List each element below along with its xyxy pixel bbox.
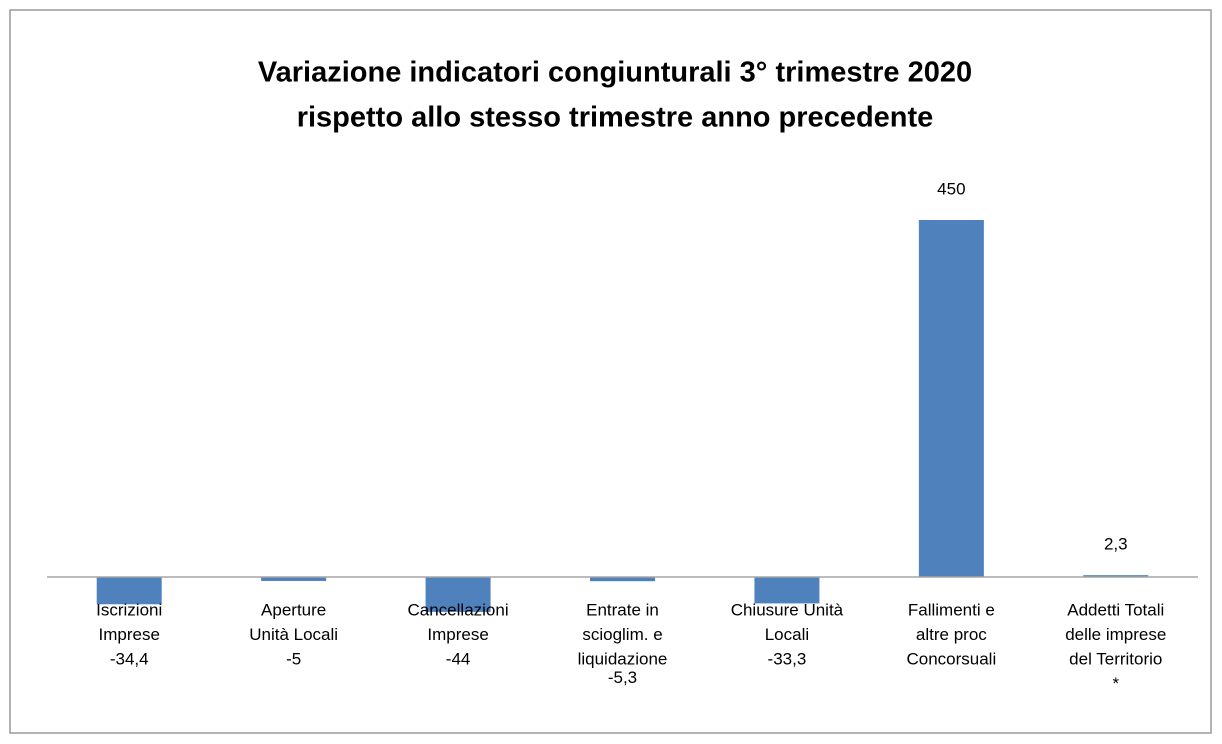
data-label: -34,4 xyxy=(110,649,149,668)
x-tick-label: Addetti Totali xyxy=(1067,600,1164,619)
data-label: -5 xyxy=(286,649,301,668)
x-tick-label: Imprese xyxy=(427,625,488,644)
x-tick-label: Locali xyxy=(765,625,809,644)
x-tick-label: Cancellazioni xyxy=(408,600,509,619)
x-tick-label: Entrate in xyxy=(586,600,659,619)
data-label: -5,3 xyxy=(608,668,637,687)
data-label: 450 xyxy=(937,179,965,198)
bar xyxy=(261,577,327,581)
x-tick-label: scioglim. e xyxy=(582,625,662,644)
data-label: -44 xyxy=(446,649,471,668)
x-tick-label: Iscrizioni xyxy=(96,600,162,619)
data-label: -33,3 xyxy=(768,649,807,668)
x-tick-label: Fallimenti e xyxy=(908,600,995,619)
bar xyxy=(590,577,655,582)
x-tick-label: Chiusure Unità xyxy=(731,600,844,619)
x-tick-label: del Territorio xyxy=(1069,649,1162,668)
bar xyxy=(96,577,162,605)
data-label: 2,3 xyxy=(1104,535,1128,554)
bar xyxy=(918,220,984,577)
bar xyxy=(754,577,820,604)
bar xyxy=(425,577,491,612)
chart-frame xyxy=(9,9,1212,734)
x-tick-label: * xyxy=(1112,674,1119,693)
chart-title: Variazione indicatori congiunturali 3° t… xyxy=(258,57,972,89)
x-tick-label: Concorsuali xyxy=(906,649,996,668)
chart-title: rispetto allo stesso trimestre anno prec… xyxy=(297,102,934,134)
x-tick-label: Aperture xyxy=(261,600,326,619)
x-tick-label: liquidazione xyxy=(578,649,668,668)
bar xyxy=(1083,575,1149,577)
x-tick-label: altre proc xyxy=(916,625,987,644)
x-tick-label: delle imprese xyxy=(1065,625,1166,644)
x-tick-label: Unità Locali xyxy=(249,625,338,644)
x-tick-label: Imprese xyxy=(99,625,160,644)
